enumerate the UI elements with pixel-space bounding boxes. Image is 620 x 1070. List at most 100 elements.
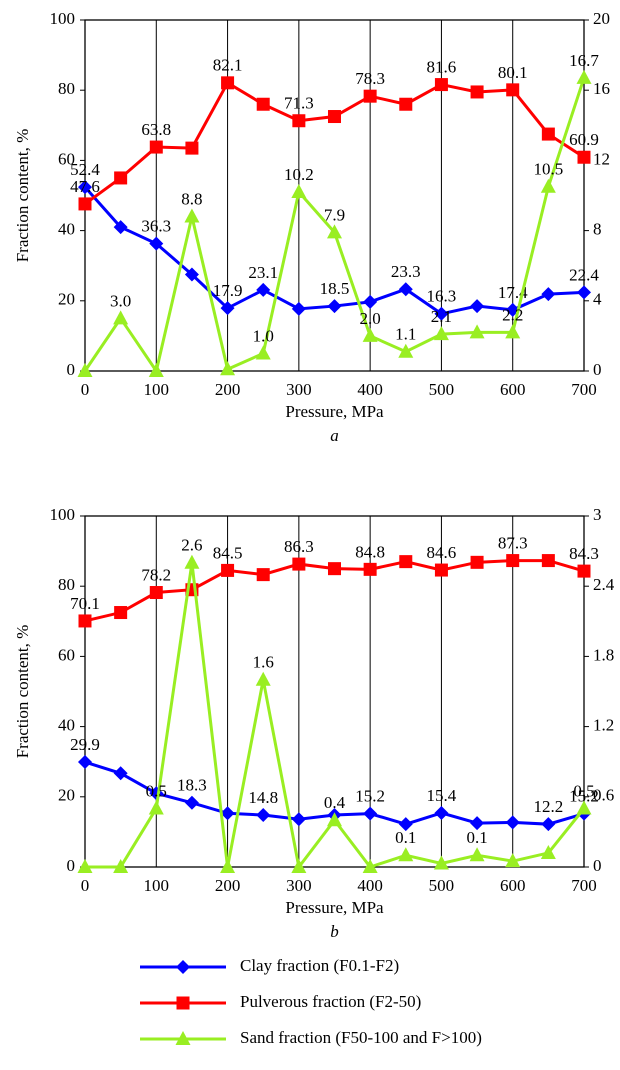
data-label: 70.1 [70,594,100,613]
y2-tick-label: 2.4 [593,575,615,594]
data-point [327,812,342,827]
data-point [577,150,591,164]
data-label: 16.3 [427,287,457,306]
y-tick-label: 80 [58,575,75,594]
data-label: 15.2 [355,787,385,806]
y-tick-label: 0 [67,856,76,875]
legend-marker [176,960,190,974]
data-point [398,282,413,297]
plot-frame [84,19,585,372]
data-point [255,671,271,686]
data-label: 60.9 [569,130,599,149]
legend-label: Clay fraction (F0.1-F2) [240,956,399,975]
data-point [470,555,484,569]
data-point [149,140,163,154]
data-point [469,324,485,339]
data-point [220,806,235,821]
data-label: 22.4 [569,265,599,284]
data-label: 71.3 [284,94,314,113]
data-label: 0.1 [395,828,416,847]
data-point [434,306,449,321]
data-label: 29.9 [70,735,100,754]
data-label: 1.6 [253,653,274,672]
data-point [113,310,129,325]
data-label: 3.0 [110,291,131,310]
data-point [77,859,93,873]
data-point [363,294,378,309]
data-label: 84.6 [427,543,457,562]
data-point [78,614,92,628]
x-tick-label: 400 [357,876,383,895]
y-tick-label: 100 [50,9,76,28]
x-tick-label: 400 [357,380,383,399]
data-point [469,847,485,862]
legend-marker [176,996,190,1010]
y2-tick-label: 12 [593,149,610,168]
x-tick-label: 100 [144,380,170,399]
data-point [113,859,129,873]
data-point [541,287,556,302]
data-point [541,817,556,832]
y2-tick-label: 4 [593,290,602,309]
data-label: 23.1 [248,263,278,282]
data-point [398,343,414,358]
x-tick-label: 600 [500,380,526,399]
y2-tick-label: 0 [593,360,602,379]
data-point [256,568,270,582]
data-point [327,224,342,239]
y2-tick-label: 20 [593,9,610,28]
y2-tick-label: 0 [593,856,602,875]
caption: b [330,922,339,941]
data-label: 2.0 [360,309,381,328]
data-point [256,808,271,823]
y-tick-label: 80 [58,79,75,98]
x-tick-label: 200 [215,380,241,399]
data-point [184,208,200,223]
data-point [470,299,485,314]
y-tick-label: 100 [50,505,76,524]
data-point [149,236,164,251]
data-point [220,361,236,376]
data-label: 17.9 [213,281,243,300]
data-point [148,363,164,377]
data-point [221,76,235,90]
y-axis-label: Fraction content, % [13,625,32,759]
data-label: 0.4 [324,793,346,812]
data-label: 2.1 [431,307,452,326]
data-point [399,97,413,111]
data-point [291,183,307,198]
data-label: 78.2 [141,565,171,584]
x-tick-label: 100 [144,876,170,895]
caption: a [330,426,339,445]
y2-tick-label: 1.8 [593,645,614,664]
data-label: 82.1 [213,56,243,75]
data-label: 8.8 [181,189,202,208]
x-tick-label: 700 [571,876,597,895]
data-label: 12.2 [533,797,563,816]
data-label: 86.3 [284,537,314,556]
x-axis-label: Pressure, MPa [285,898,384,917]
y-tick-label: 40 [58,716,75,735]
data-point [184,267,199,282]
data-point [470,816,485,831]
x-tick-label: 700 [571,380,597,399]
data-point [399,555,413,569]
data-point [505,324,521,339]
data-point [292,557,306,571]
data-point [114,171,128,185]
x-tick-label: 0 [81,380,90,399]
data-point [576,800,592,815]
data-label: 80.1 [498,63,528,82]
data-point [433,326,449,341]
data-point [362,327,378,342]
data-label: 63.8 [141,120,171,139]
y2-tick-label: 0.6 [593,786,614,805]
data-label: 15.2 [569,787,599,806]
y-tick-label: 20 [58,786,75,805]
x-tick-label: 300 [286,380,312,399]
data-point [328,562,341,576]
data-label: 87.3 [498,533,528,552]
x-tick-label: 600 [500,876,526,895]
data-point [77,363,93,377]
